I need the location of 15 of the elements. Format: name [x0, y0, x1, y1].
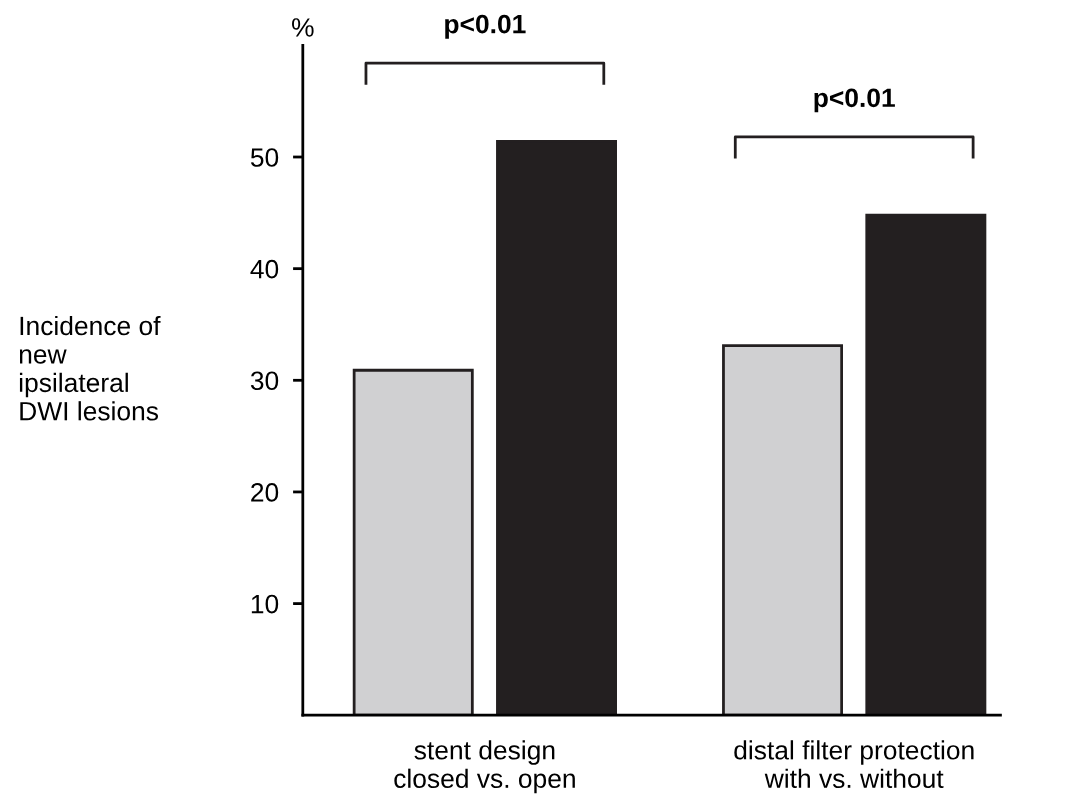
y-tick-label: 20	[251, 483, 279, 502]
y-axis-title: Incidence of new ipsilateral DWI lesions	[19, 315, 161, 421]
x-tick-label: distal filter protection with vs. without	[734, 740, 974, 789]
y-tick-label: 10	[251, 594, 279, 614]
bar	[496, 139, 618, 716]
bar	[722, 344, 844, 716]
bar	[352, 368, 474, 716]
text: p<0.01	[445, 14, 526, 39]
x-tick-label: stent design closed vs. open	[394, 740, 575, 794]
annotation: p<0.01	[814, 88, 895, 113]
text: %	[292, 18, 314, 37]
y-tick-label: 50	[250, 148, 279, 167]
bar	[865, 213, 987, 716]
y-tick-label: 40	[250, 259, 279, 279]
y-tick-label: 30	[250, 371, 279, 391]
